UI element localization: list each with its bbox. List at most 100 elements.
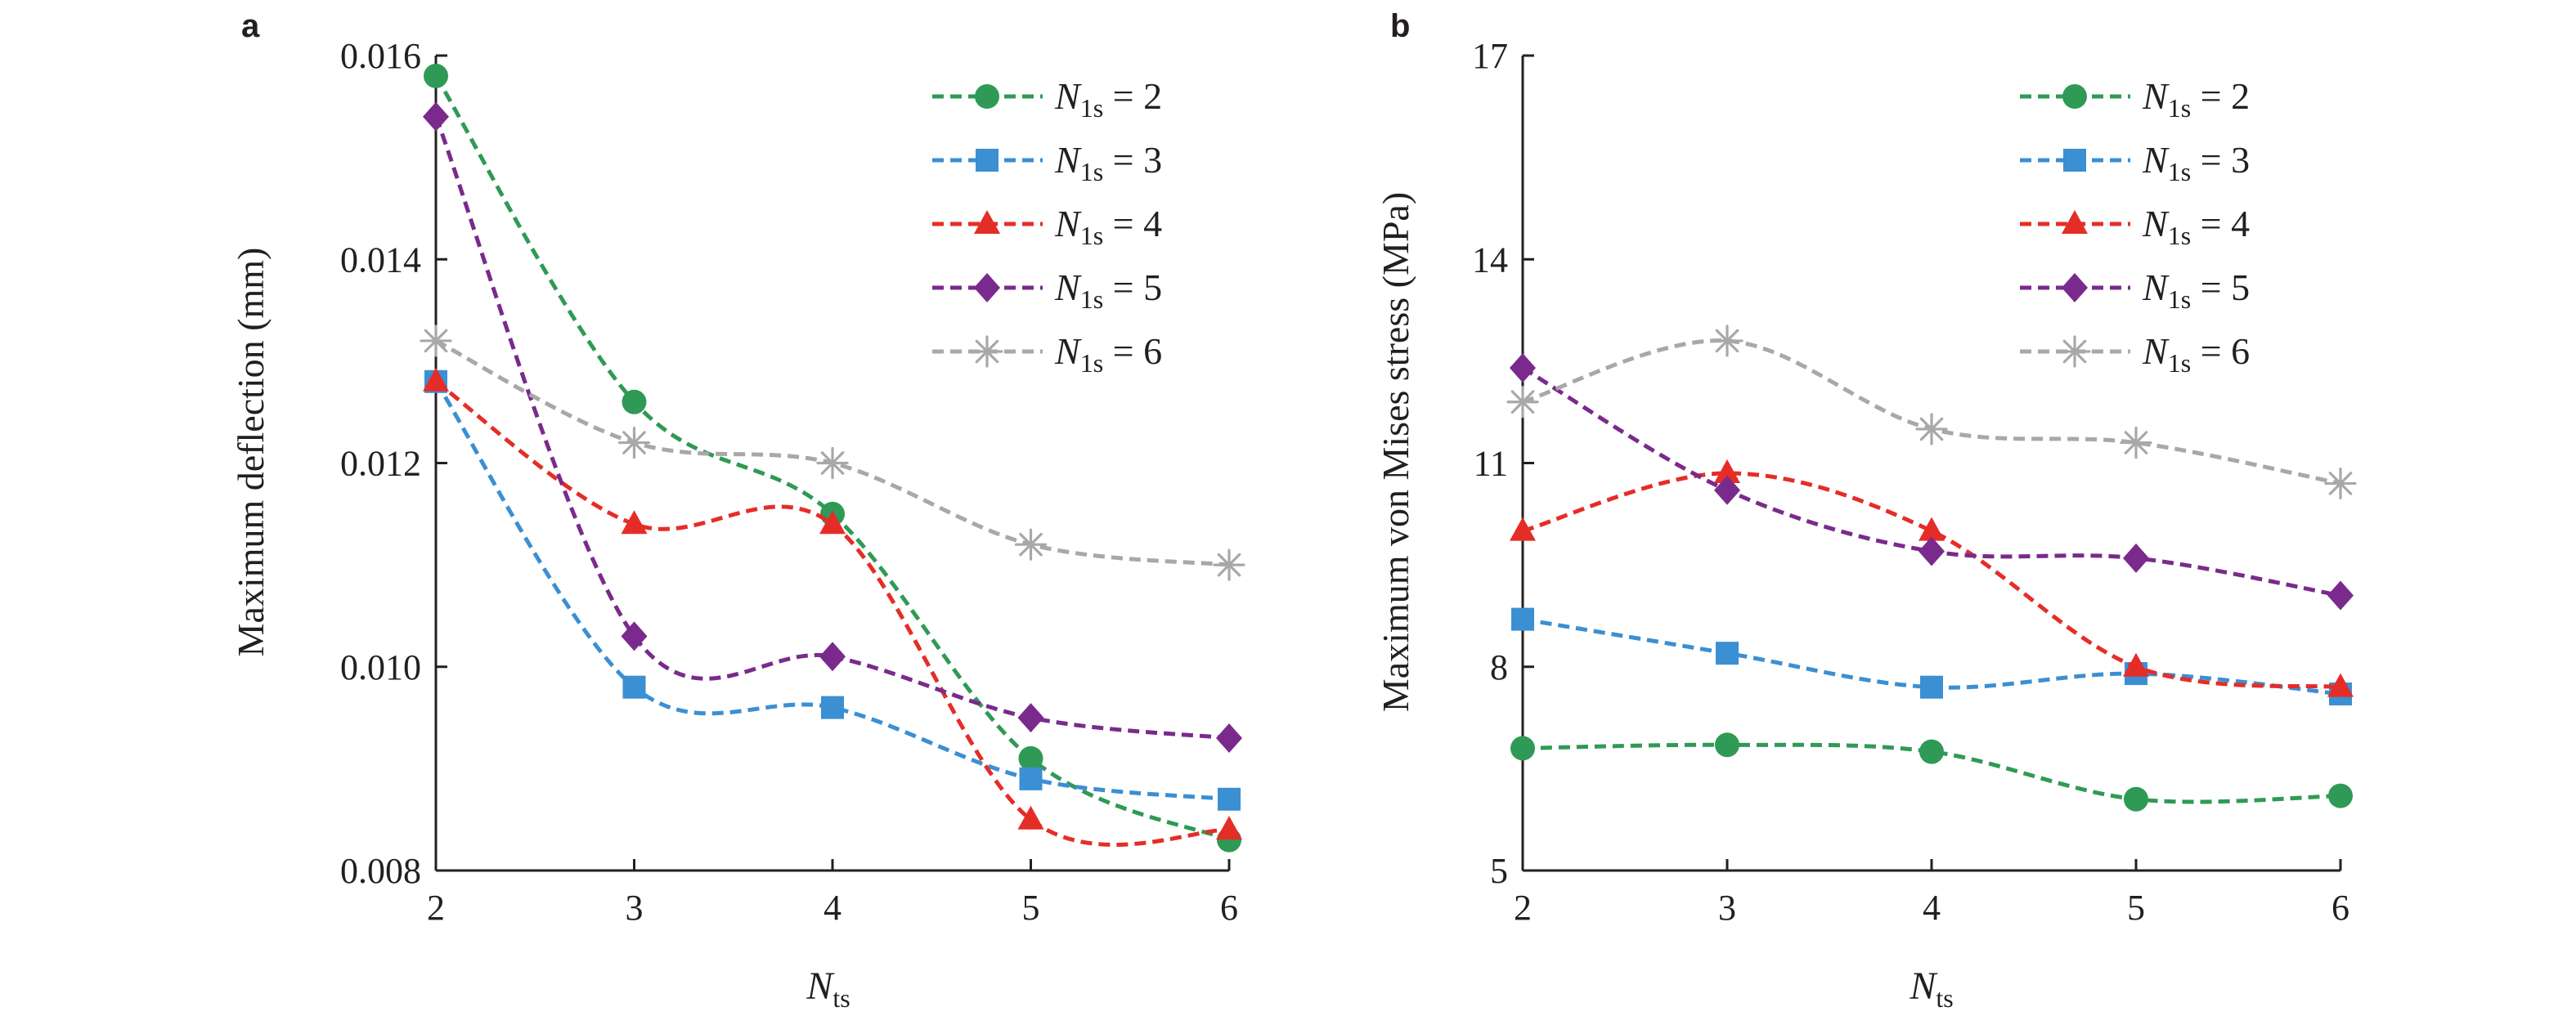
panel-a-legend-marker: [971, 335, 1003, 368]
panel-a-legend-label-sub: 1s: [1080, 221, 1103, 250]
panel-a-series-5-point: [420, 325, 452, 357]
panel-a-series-2-point: [622, 675, 646, 699]
panel-a-legend-label-main: N: [1054, 203, 1082, 244]
panel-b-ytick-label: 8: [1490, 647, 1508, 687]
panel-a-legend-marker: [976, 149, 999, 172]
panel-b-legend-marker: [2062, 84, 2087, 109]
panel-b-xlabel-main: N: [1909, 965, 1938, 1008]
panel-a-series-4-point: [423, 101, 449, 132]
panel-a-ylabel: Maximum deflection (mm): [230, 248, 272, 657]
panel-b-legend-label: N1s = 6: [2142, 330, 2250, 378]
panel-b-legend-marker: [2058, 335, 2091, 368]
panel-b-series-5: [1506, 325, 2357, 500]
panel-a-series-2-point: [1019, 767, 1043, 790]
panel-a-series-3-point: [819, 510, 846, 535]
panel-b-series-1-point: [1919, 739, 1944, 764]
panel-a-legend-label-sub: 1s: [1080, 93, 1103, 123]
panel-a-legend-label: N1s = 5: [1054, 266, 1162, 314]
panel-b-xtick-label: 3: [1718, 888, 1736, 928]
panel-b-legend-label-sub: 1s: [2168, 348, 2191, 378]
panel-b-series-1-point: [1510, 736, 1535, 761]
panel-a-legend-item: N1s = 6: [932, 330, 1162, 378]
panel-b-legend-item: N1s = 5: [2020, 266, 2250, 314]
panel-b-legend-label-sub: 1s: [2168, 157, 2191, 186]
panel-b-legend-label-main: N: [2142, 330, 2170, 372]
panel-b-series-5-point: [1711, 325, 1744, 357]
panel-a-series-5-point-stroke: [622, 431, 646, 454]
panel-b-series-2: [1511, 607, 2352, 705]
panel-b-ylabel: Maximum von Mises stress (MPa): [1375, 192, 1416, 712]
panel-b-legend-label: N1s = 4: [2142, 203, 2250, 250]
panel-a-legend-label-main: N: [1054, 139, 1082, 181]
panel-a-legend-label-tail: = 2: [1103, 75, 1162, 117]
panel-a-label: a: [241, 8, 260, 44]
panel-a-series-5-point-stroke: [820, 451, 845, 475]
panel-a-legend-label: N1s = 6: [1054, 330, 1162, 378]
panel-a-series-4-point: [1216, 723, 1242, 753]
panel-a-series-2-point: [1218, 787, 1241, 811]
panel-a-series-3-point: [621, 510, 648, 535]
panel-b-legend-label-main: N: [2142, 266, 2170, 308]
panel-a-legend-label-main: N: [1054, 75, 1082, 117]
panel-a-legend-label-main: N: [1054, 266, 1082, 308]
panel-a-series-4-point: [621, 621, 648, 651]
panel-b-series-4-point: [1919, 536, 1945, 566]
panel-b-xlabel: Nts: [1909, 965, 1953, 1013]
panel-a-legend-item: N1s = 2: [932, 75, 1162, 123]
panel-a-series-5-point: [617, 426, 651, 459]
panel-a-series-3-point: [1216, 816, 1242, 840]
panel-b-legend-label: N1s = 5: [2142, 266, 2250, 314]
panel-b-xtick-label: 4: [1923, 888, 1941, 928]
panel-b-legend-label-main: N: [2142, 75, 2170, 117]
panel-b-series-3-point: [2327, 673, 2354, 697]
panel-b-series-4-point: [1714, 475, 1740, 505]
panel-a-series-5-point-stroke: [1019, 532, 1043, 557]
panel-b-legend-marker: [2062, 273, 2088, 302]
panel-a-series-2: [424, 369, 1241, 811]
panel-b-series-5-point-stroke: [1919, 417, 1944, 441]
panel-a-series-3-point: [423, 367, 449, 392]
panel-a-xtick-label: 4: [824, 888, 841, 928]
panel-a-legend-item: N1s = 5: [932, 266, 1162, 314]
panel-a-legend-label-tail: = 6: [1103, 330, 1162, 372]
panel-b-legend-item: N1s = 2: [2020, 75, 2250, 123]
panel-a-legend-label: N1s = 2: [1054, 75, 1162, 123]
panel-a-xtick-label: 6: [1220, 888, 1238, 928]
panel-a-legend-marker: [974, 210, 1000, 234]
panel-b: b Maximum von Mises stress (MPa) Nts 5 8 1…: [1375, 8, 2357, 1013]
panel-a-series-5-point-stroke: [424, 329, 448, 353]
panel-a-legend-label-main: N: [1054, 330, 1082, 372]
panel-b-series-1-point: [2328, 783, 2353, 808]
panel-a-xlabel-main: N: [806, 965, 835, 1008]
panel-b-legend-label-main: N: [2142, 139, 2170, 181]
panel-b-legend-marker: [2062, 210, 2088, 234]
panel-b-series-3-point: [1714, 459, 1740, 483]
panel-a-xtick-label: 5: [1022, 888, 1040, 928]
panel-a-series-3-point: [1017, 805, 1044, 830]
panel-a-legend-item: N1s = 4: [932, 203, 1162, 250]
panel-b-legend-label-tail: = 6: [2191, 330, 2250, 372]
panel-a-legend-label-tail: = 4: [1103, 203, 1162, 244]
panel-a-legend-label-tail: = 5: [1103, 266, 1162, 308]
panel-b-ytick-label: 5: [1490, 851, 1508, 891]
panel-b-series-4-point: [2123, 543, 2149, 573]
panel-b-xtick-label: 2: [1514, 888, 1532, 928]
panel-a-series-1-point: [424, 63, 448, 88]
panel-a: a Maximum deflection (mm) Nts 0.008 0.010…: [230, 8, 1245, 1013]
panel-a-ytick-label: 0.012: [340, 444, 421, 484]
panel-a-ytick-label: 0.010: [340, 647, 421, 687]
panel-a-legend-label: N1s = 4: [1054, 203, 1162, 250]
panel-a-xtick-label: 2: [427, 888, 445, 928]
panel-b-series-3: [1510, 459, 2354, 697]
panel-b-legend-label-tail: = 3: [2191, 139, 2250, 181]
panel-b-series-5-point-stroke: [2328, 472, 2353, 495]
panel-b-ytick-label: 11: [1474, 444, 1508, 484]
panel-a-xtick-label: 3: [626, 888, 644, 928]
panel-b-legend-item: N1s = 4: [2020, 203, 2250, 250]
panel-a-legend-label-sub: 1s: [1080, 284, 1103, 314]
panel-a-series-1-line: [433, 74, 1230, 842]
panel-b-series-3-point: [2123, 652, 2149, 677]
panel-b-series-5-point-stroke: [2124, 431, 2148, 454]
